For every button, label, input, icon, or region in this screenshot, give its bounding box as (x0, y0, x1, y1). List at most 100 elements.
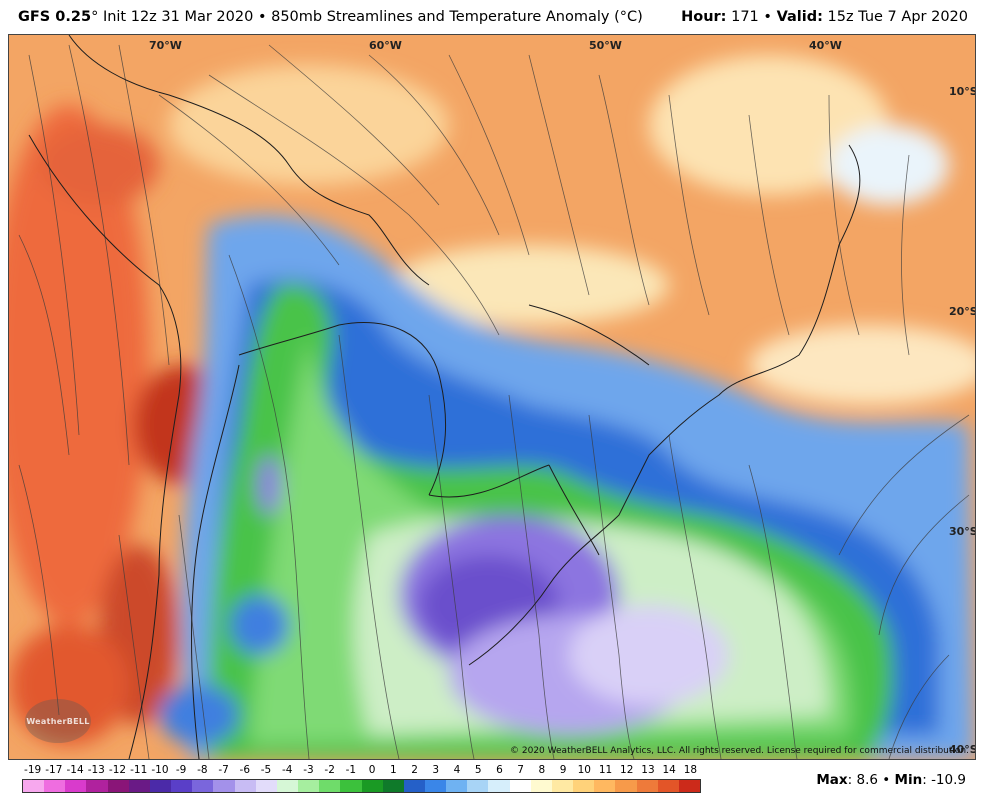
colorbar-swatch (657, 780, 679, 792)
colorbar-swatch (403, 780, 425, 792)
colorbar-swatch (65, 780, 87, 792)
hour-value: 171 (731, 9, 759, 25)
min-label: Min (894, 772, 923, 788)
colorbar-swatch (255, 780, 277, 792)
colorbar-tick-label: -19 (24, 764, 42, 776)
colorbar-swatch (530, 780, 552, 792)
colorbar-swatch (319, 780, 341, 792)
colorbar-swatch (192, 780, 214, 792)
colorbar-swatch (128, 780, 150, 792)
lon-label-40w: 40°W (809, 39, 842, 52)
colorbar-swatch (23, 780, 45, 792)
lat-label-30s: 30°S (949, 525, 976, 538)
colorbar-tick-label: 4 (453, 764, 461, 776)
colorbar-tick-labels: -19 -17 -14 -13 -12 -11 -10 -9 -8 -7 -6 -5 -4 -3 -2 -1 0… (22, 764, 701, 778)
colorbar-tick-label: 13 (641, 764, 655, 776)
border-brazil-interior (528, 304, 650, 366)
colorbar-tick-label: 0 (368, 764, 376, 776)
colorbar-tick-label: -17 (45, 764, 63, 776)
max-label: Max (816, 772, 848, 788)
map-header: GFS 0.25° Init 12z 31 Mar 2020 • 850mb S… (0, 0, 984, 34)
colorbar-tick-label: -3 (303, 764, 314, 776)
colorbar-tick-label: 2 (411, 764, 418, 776)
lon-label-60w: 60°W (369, 39, 402, 52)
colorbar-swatch (234, 780, 256, 792)
header-left: GFS 0.25° Init 12z 31 Mar 2020 • 850mb S… (18, 9, 643, 25)
colorbar-tick-label: 9 (559, 764, 567, 776)
colorbar-swatch (149, 780, 172, 792)
colorbar-tick-label: 14 (662, 764, 676, 776)
east-coastline (468, 144, 861, 666)
border-uruguay (548, 464, 600, 556)
border-argentina-chile (191, 364, 240, 759)
colorbar-swatch (107, 780, 129, 792)
colorbar-swatch (424, 780, 447, 792)
colorbar-tick-label: -2 (324, 764, 335, 776)
lat-label-10s: 10°S (949, 85, 976, 98)
colorbar-swatch (551, 780, 574, 792)
border-paraguay-south (428, 464, 550, 498)
colorbar-tick-label: 8 (538, 764, 546, 776)
colorbar-tick-label: -5 (260, 764, 272, 776)
west-coastline (28, 134, 182, 759)
colorbar-swatch (276, 780, 299, 792)
colorbar-tick-label: 18 (683, 764, 698, 776)
colorbar-tick-label: -7 (218, 764, 229, 776)
colorbar-tick-label: -11 (130, 764, 148, 776)
lon-label-70w: 70°W (149, 39, 182, 52)
map-panel: 70°W 60°W 50°W 40°W 10°S 20°S 30°S 40°S … (8, 34, 976, 760)
colorbar-swatch (488, 780, 510, 792)
copyright-notice: © 2020 WeatherBELL Analytics, LLC. All r… (510, 746, 969, 756)
colorbar-swatch (636, 780, 658, 792)
colorbar-tick-label: -12 (108, 764, 127, 776)
colorbar-tick-label: -8 (197, 764, 208, 776)
product-name: 850mb Streamlines and Temperature Anomal… (271, 9, 643, 25)
header-separator-2: • (763, 9, 772, 25)
hour-label: Hour: (681, 9, 727, 25)
colorbar-tick-label: 1 (389, 764, 397, 776)
lat-label-20s: 20°S (949, 305, 976, 318)
border-bolivia-paraguay (238, 321, 447, 496)
colorbar-tick-label: 3 (432, 764, 440, 776)
colorbar-tick-label: -6 (239, 764, 251, 776)
colorbar-tick-label: -4 (281, 764, 293, 776)
header-separator: • (257, 9, 267, 25)
logo-text: WeatherBELL (26, 716, 90, 726)
colorbar-tick-label: 11 (598, 764, 613, 776)
temperature-anomaly-map (9, 35, 975, 759)
max-min-readout: Max: 8.6 • Min: -10.9 (816, 772, 966, 788)
lat-label-40s: 40°S (949, 743, 976, 756)
colorbar-swatch (467, 780, 489, 792)
colorbar-tick-label: -13 (87, 764, 105, 776)
colorbar-tick-label: -10 (151, 764, 169, 776)
colorbar-tick-label: -14 (66, 764, 84, 776)
colorbar-swatch (171, 780, 193, 792)
valid-value: 15z Tue 7 Apr 2020 (827, 9, 968, 25)
init-time: Init 12z 31 Mar 2020 (102, 9, 254, 25)
colorbar (22, 779, 701, 793)
colorbar-swatch (298, 780, 320, 792)
colorbar-swatch (573, 780, 595, 792)
colorbar-swatch (678, 780, 700, 792)
degree-mark: ° (91, 9, 99, 25)
colorbar-tick-label: 12 (620, 764, 634, 776)
weatherbell-logo: WeatherBELL (25, 699, 91, 743)
colorbar-swatch (382, 780, 404, 792)
colorbar-swatch (509, 780, 531, 792)
colorbar-swatch (86, 780, 108, 792)
colorbar-tick-label: 6 (496, 764, 503, 776)
max-value: 8.6 (856, 772, 878, 788)
valid-label: Valid: (776, 9, 823, 25)
colorbar-swatch (446, 780, 468, 792)
colorbar-swatch (340, 780, 362, 792)
header-right: Hour: 171 • Valid: 15z Tue 7 Apr 2020 (681, 9, 968, 25)
lon-label-50w: 50°W (589, 39, 622, 52)
political-boundaries (28, 35, 861, 759)
min-value: -10.9 (931, 772, 966, 788)
colorbar-tick-label: 7 (517, 764, 524, 776)
colorbar-swatch (361, 780, 383, 792)
colorbar-swatch (594, 780, 616, 792)
colorbar-swatch (615, 780, 637, 792)
colorbar-tick-label: -9 (175, 764, 187, 776)
model-name: GFS 0.25 (18, 9, 92, 25)
